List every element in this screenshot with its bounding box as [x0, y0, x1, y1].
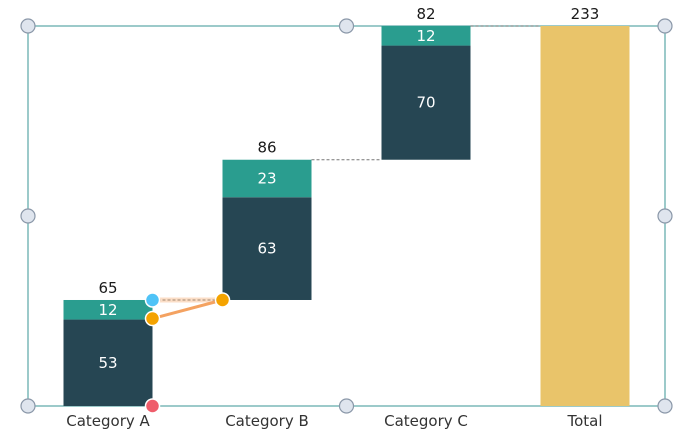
segment-value-label: 70 [416, 94, 435, 112]
resize-handle[interactable] [657, 398, 673, 414]
segment-value-label: 53 [98, 354, 117, 372]
connector-end-handle[interactable] [214, 292, 231, 308]
x-tick-label: Total [566, 412, 602, 430]
segment-value-label: 12 [98, 301, 117, 319]
resize-handle[interactable] [20, 208, 36, 224]
column-3[interactable] [381, 26, 471, 160]
resize-handle[interactable] [657, 18, 673, 34]
bar-segment-3-2[interactable] [381, 26, 471, 46]
column-4[interactable] [540, 26, 630, 406]
labels: 53 12 65 Category A 63 23 86 Category B 70 12 82 Ca… [66, 5, 602, 430]
bar-segment-2-2[interactable] [222, 159, 312, 198]
selected-connector-line[interactable] [152, 298, 223, 321]
segment-value-label: 23 [257, 169, 276, 187]
connector-start-handle[interactable] [144, 292, 161, 308]
selection-overlay[interactable] [144, 292, 231, 414]
bar-segment-1-1[interactable] [63, 319, 153, 406]
resize-handle[interactable] [338, 398, 355, 414]
connector-lines [152, 25, 541, 301]
segment-value-label: 12 [416, 27, 435, 45]
column-total-label: 82 [416, 5, 435, 23]
resize-handle[interactable] [20, 398, 36, 414]
bar-segment-2-1[interactable] [222, 197, 312, 300]
column-2[interactable] [222, 159, 312, 300]
segment-value-label: 63 [257, 240, 276, 258]
column-total-label: 86 [257, 139, 276, 157]
bar-segment-3-1[interactable] [381, 45, 471, 160]
x-tick-label: Category A [66, 412, 150, 430]
column-1[interactable] [63, 299, 153, 406]
x-tick-label: Category C [384, 412, 468, 430]
resize-handles[interactable] [20, 18, 673, 414]
connector-anchor-handle[interactable] [144, 310, 161, 327]
x-tick-label: Category B [225, 412, 309, 430]
column-total-label: 65 [98, 279, 117, 297]
resize-handle[interactable] [657, 208, 673, 224]
baseline-handle[interactable] [144, 398, 161, 414]
resize-handle[interactable] [338, 18, 355, 34]
resize-handle[interactable] [20, 18, 36, 34]
bars[interactable] [63, 26, 630, 406]
bar-segment-4-1[interactable] [540, 26, 630, 406]
column-total-label: 233 [571, 5, 600, 23]
bar-segment-1-2[interactable] [63, 299, 153, 320]
